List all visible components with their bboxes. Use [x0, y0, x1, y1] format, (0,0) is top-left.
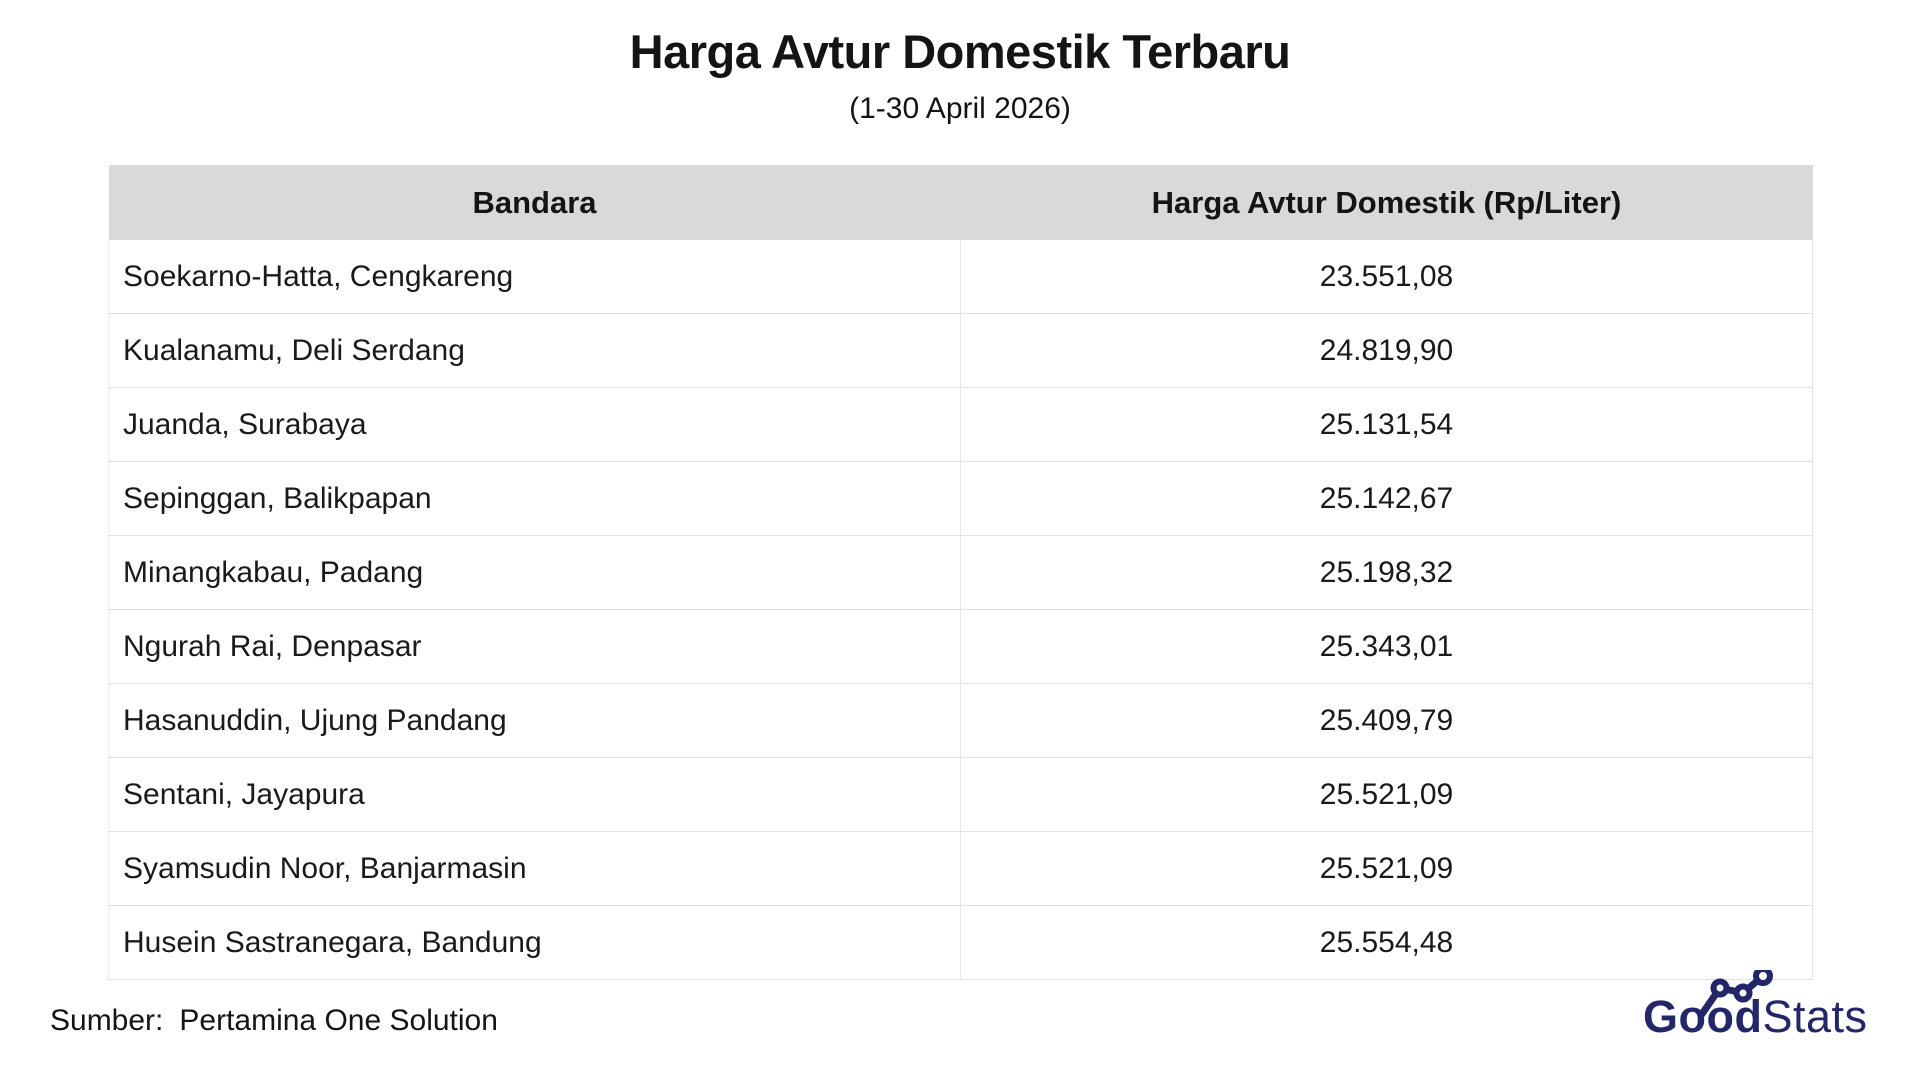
goodstats-wordmark: GoodStats	[1643, 992, 1868, 1042]
table-body: Soekarno-Hatta, Cengkareng 23.551,08 Kua…	[108, 240, 1813, 980]
price-cell: 24.819,90	[960, 313, 1813, 388]
table-row: Hasanuddin, Ujung Pandang 25.409,79	[108, 683, 1813, 758]
table-row: Soekarno-Hatta, Cengkareng 23.551,08	[108, 240, 1813, 314]
table-row: Syamsudin Noor, Banjarmasin 25.521,09	[108, 831, 1813, 906]
airport-cell: Kualanamu, Deli Serdang	[108, 313, 961, 388]
airport-cell: Ngurah Rai, Denpasar	[108, 609, 961, 684]
source-value: Pertamina One Solution	[179, 1004, 498, 1037]
airport-cell: Sentani, Jayapura	[108, 757, 961, 832]
price-cell: 25.343,01	[960, 609, 1813, 684]
goodstats-line-chart-icon	[1698, 970, 1773, 1018]
table-header: Bandara Harga Avtur Domestik (Rp/Liter)	[108, 165, 1813, 240]
page-title: Harga Avtur Domestik Terbaru	[629, 25, 1291, 78]
column-header-harga: Harga Avtur Domestik (Rp/Liter)	[960, 165, 1813, 240]
page-subtitle: (1-30 April 2026)	[849, 92, 1071, 125]
logo-word-good: Good	[1643, 991, 1763, 1042]
price-cell: 25.521,09	[960, 831, 1813, 906]
table-row: Sepinggan, Balikpapan 25.142,67	[108, 461, 1813, 536]
airport-cell: Husein Sastranegara, Bandung	[108, 905, 961, 980]
table-row: Husein Sastranegara, Bandung 25.554,48	[108, 905, 1813, 980]
table-row: Sentani, Jayapura 25.521,09	[108, 757, 1813, 832]
price-cell: 25.142,67	[960, 461, 1813, 536]
logo-word-stats: Stats	[1762, 991, 1868, 1042]
price-cell: 25.521,09	[960, 757, 1813, 832]
source-label: Sumber:	[50, 1004, 164, 1037]
airport-cell: Minangkabau, Padang	[108, 535, 961, 610]
price-cell: 23.551,08	[960, 240, 1813, 314]
header-row: Bandara Harga Avtur Domestik (Rp/Liter)	[108, 165, 1813, 240]
table-row: Minangkabau, Padang 25.198,32	[108, 535, 1813, 610]
price-cell: 25.198,32	[960, 535, 1813, 610]
table-row: Kualanamu, Deli Serdang 24.819,90	[108, 313, 1813, 388]
airport-cell: Sepinggan, Balikpapan	[108, 461, 961, 536]
airport-cell: Juanda, Surabaya	[108, 387, 961, 462]
table-row: Juanda, Surabaya 25.131,54	[108, 387, 1813, 462]
table-row: Ngurah Rai, Denpasar 25.343,01	[108, 609, 1813, 684]
price-cell: 25.131,54	[960, 387, 1813, 462]
source-note: Sumber: Pertamina One Solution	[50, 1004, 498, 1038]
airport-cell: Soekarno-Hatta, Cengkareng	[108, 240, 961, 314]
column-header-bandara: Bandara	[108, 165, 961, 240]
price-cell: 25.554,48	[960, 905, 1813, 980]
price-cell: 25.409,79	[960, 683, 1813, 758]
airport-cell: Hasanuddin, Ujung Pandang	[108, 683, 961, 758]
price-table: Bandara Harga Avtur Domestik (Rp/Liter) …	[108, 165, 1813, 980]
airport-cell: Syamsudin Noor, Banjarmasin	[108, 831, 961, 906]
goodstats-logo: GoodStats	[1643, 970, 1893, 1050]
